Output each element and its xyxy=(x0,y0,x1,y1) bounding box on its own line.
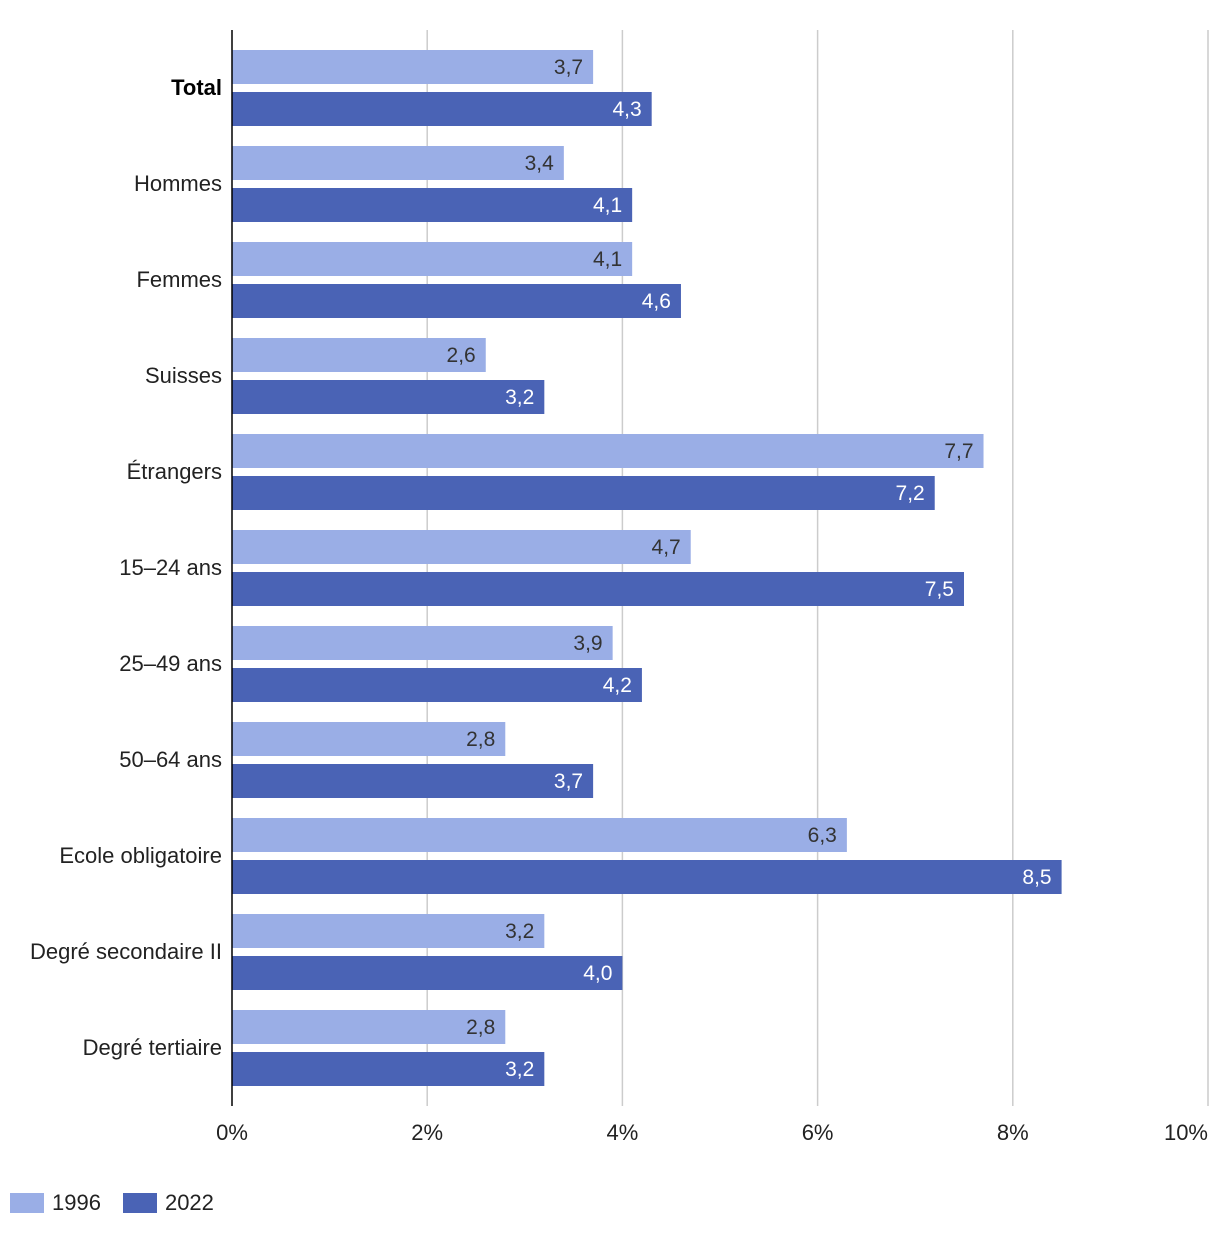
category-label: 50–64 ans xyxy=(119,747,222,772)
bar-1996 xyxy=(232,914,545,948)
value-label: 4,3 xyxy=(612,98,641,121)
category-label: 15–24 ans xyxy=(119,555,222,580)
value-label: 4,0 xyxy=(583,962,612,985)
value-label: 7,5 xyxy=(925,578,954,601)
value-label: 3,7 xyxy=(554,56,583,79)
value-label: 8,5 xyxy=(1022,866,1051,889)
bar-2022 xyxy=(232,1052,545,1086)
category-label: Total xyxy=(171,75,222,100)
bar-2022 xyxy=(232,956,623,990)
category-label: Degré tertiaire xyxy=(83,1035,222,1060)
bar-1996 xyxy=(232,530,691,564)
legend: 1996 2022 xyxy=(10,1190,236,1216)
legend-label: 1996 xyxy=(52,1190,101,1215)
legend-swatch xyxy=(10,1193,44,1213)
bars: 3,74,33,44,14,14,62,63,27,77,24,77,53,94… xyxy=(232,50,1062,1086)
value-label: 4,1 xyxy=(593,248,622,271)
bar-2022 xyxy=(232,668,642,702)
bar-2022 xyxy=(232,92,652,126)
value-label: 4,7 xyxy=(652,536,681,559)
bar-2022 xyxy=(232,476,935,510)
bar-2022 xyxy=(232,284,681,318)
category-label: Degré secondaire II xyxy=(30,939,222,964)
category-label: Suisses xyxy=(145,363,222,388)
value-label: 4,2 xyxy=(603,674,632,697)
legend-item-1996: 1996 xyxy=(10,1190,101,1216)
value-label: 2,8 xyxy=(466,1016,495,1039)
value-label: 3,2 xyxy=(505,386,534,409)
value-label: 6,3 xyxy=(808,824,837,847)
bar-1996 xyxy=(232,50,594,84)
category-label: 25–49 ans xyxy=(119,651,222,676)
bar-2022 xyxy=(232,572,964,606)
x-tick-labels: 0% 2% 4% 6% 8% 10% xyxy=(216,1120,1208,1145)
x-tick-label: 10% xyxy=(1164,1120,1208,1145)
value-label: 7,2 xyxy=(896,482,925,505)
value-label: 2,8 xyxy=(466,728,495,751)
x-tick-label: 8% xyxy=(997,1120,1029,1145)
category-label: Étrangers xyxy=(127,459,222,484)
bar-1996 xyxy=(232,626,613,660)
value-label: 3,2 xyxy=(505,920,534,943)
bar-1996 xyxy=(232,722,506,756)
x-tick-label: 4% xyxy=(607,1120,639,1145)
value-label: 3,7 xyxy=(554,770,583,793)
bar-1996 xyxy=(232,818,847,852)
x-tick-label: 0% xyxy=(216,1120,248,1145)
bar-2022 xyxy=(232,764,594,798)
value-label: 4,1 xyxy=(593,194,622,217)
bar-1996 xyxy=(232,338,486,372)
category-label: Femmes xyxy=(136,267,222,292)
bar-1996 xyxy=(232,434,984,468)
legend-item-2022: 2022 xyxy=(122,1190,214,1216)
value-label: 7,7 xyxy=(944,440,973,463)
bar-1996 xyxy=(232,242,633,276)
category-labels: Total Hommes Femmes Suisses Étrangers 15–24 a… xyxy=(30,75,222,1060)
bar-2022 xyxy=(232,860,1062,894)
bar-2022 xyxy=(232,188,633,222)
value-label: 3,2 xyxy=(505,1058,534,1081)
category-label: Hommes xyxy=(134,171,222,196)
value-label: 3,4 xyxy=(525,152,555,175)
legend-label: 2022 xyxy=(164,1190,214,1215)
value-label: 4,6 xyxy=(642,290,671,313)
x-tick-label: 2% xyxy=(411,1120,443,1145)
bar-1996 xyxy=(232,146,564,180)
legend-swatch xyxy=(122,1193,157,1213)
bar-1996 xyxy=(232,1010,506,1044)
value-label: 2,6 xyxy=(447,344,476,367)
x-tick-label: 6% xyxy=(802,1120,834,1145)
category-label: Ecole obligatoire xyxy=(59,843,222,868)
value-label: 3,9 xyxy=(573,632,602,655)
bar-2022 xyxy=(232,380,545,414)
